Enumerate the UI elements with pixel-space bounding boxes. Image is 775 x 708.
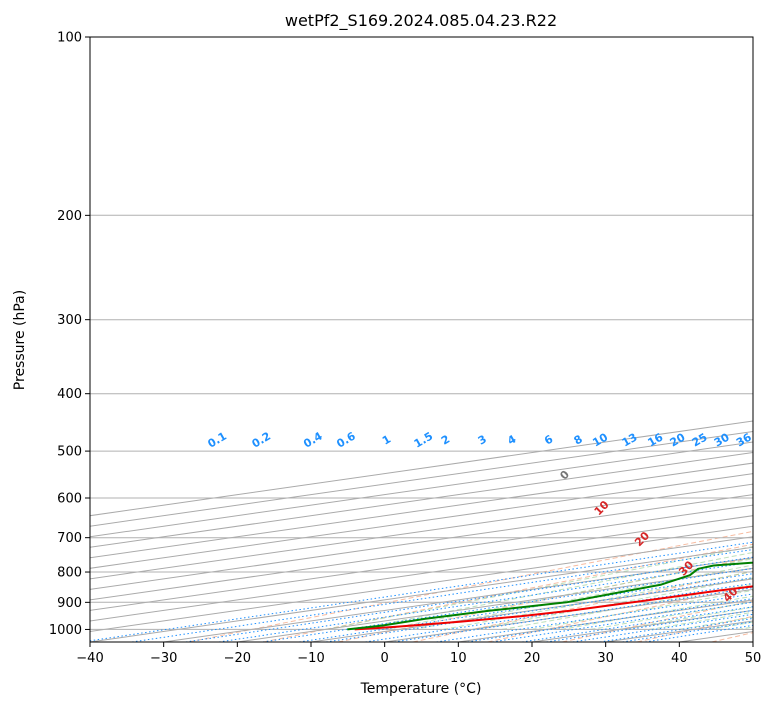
isotherms xyxy=(90,420,753,642)
isotherm xyxy=(90,430,753,527)
isotherm xyxy=(163,557,753,642)
dry-adiabat xyxy=(338,557,753,642)
plot-frame xyxy=(89,36,754,643)
isotherm xyxy=(90,483,753,580)
isotherm xyxy=(90,504,753,601)
mixing-ratio-label: 3 xyxy=(476,433,489,448)
moist-adiabat xyxy=(413,564,753,630)
isotherm xyxy=(90,452,753,548)
isotherm xyxy=(752,641,753,642)
mixing-ratio-label: 36 xyxy=(734,430,754,449)
dry-adiabat xyxy=(188,530,753,642)
dry-adiabat xyxy=(711,632,753,642)
moist-adiabat xyxy=(354,551,753,630)
moist-adiabat xyxy=(708,621,753,630)
mixing-ratio-line xyxy=(185,556,753,642)
dry-adiabat xyxy=(636,615,753,642)
x-tick-label: 10 xyxy=(450,651,467,666)
x-tick-label: 20 xyxy=(524,651,541,666)
mixing-ratio-label: 0.4 xyxy=(301,429,325,450)
y-tick-label: 500 xyxy=(57,445,82,460)
temperature-profile xyxy=(354,585,753,631)
mixing-ratio-label: 1.5 xyxy=(412,430,435,451)
dry-adiabat xyxy=(263,543,753,642)
isotherm xyxy=(90,462,753,559)
y-tick-label: 600 xyxy=(57,492,82,507)
mixing-ratio-label: 0.2 xyxy=(250,430,273,451)
isotherm xyxy=(90,536,753,632)
mixing-ratio-label: 0.1 xyxy=(205,430,228,451)
x-axis-label: Temperature (°C) xyxy=(360,681,482,697)
dry-adiabat-label: 20 xyxy=(632,529,652,549)
mixing-ratio-label: 1 xyxy=(380,433,393,448)
mixing-ratio-label: 2 xyxy=(439,433,452,448)
dry-adiabats xyxy=(188,530,753,642)
mixing-ratio-lines xyxy=(90,541,753,642)
y-axis-ticks: 100 200 300 400 500 600 700 800 900 1000 xyxy=(49,31,90,638)
y-tick-label: 400 xyxy=(57,387,82,402)
line-labels: -100-90-80-70-60-50-40-30-20-100.10.20.4… xyxy=(205,429,754,604)
mixing-ratio-line xyxy=(394,587,753,642)
moist-adiabat xyxy=(443,570,753,630)
moist-adiabat xyxy=(649,611,753,630)
mixing-ratio-label: 30 xyxy=(712,430,732,449)
y-tick-label: 700 xyxy=(57,531,82,546)
isotherm xyxy=(90,494,753,590)
x-tick-label: 30 xyxy=(597,651,614,666)
x-tick-label: −30 xyxy=(150,651,177,666)
mixing-ratio-line xyxy=(467,598,753,642)
x-tick-label: 40 xyxy=(671,651,688,666)
y-tick-label: 200 xyxy=(57,209,82,224)
y-axis-label: Pressure (hPa) xyxy=(12,290,28,390)
dry-adiabat xyxy=(487,585,753,642)
isotherm xyxy=(90,515,753,611)
profile-lines xyxy=(347,561,753,631)
y-tick-label: 1000 xyxy=(49,623,82,638)
mixing-ratio-label: 10 xyxy=(590,430,610,449)
mixing-ratio-label: 25 xyxy=(690,431,710,450)
moist-adiabat xyxy=(325,545,753,630)
isotherm xyxy=(90,441,753,538)
isotherm xyxy=(310,578,753,642)
isotherm xyxy=(90,525,753,622)
isotherm xyxy=(605,620,753,642)
dewpoint-profile xyxy=(347,561,753,631)
plot-area: -100-90-80-70-60-50-40-30-20-100.10.20.4… xyxy=(90,37,775,642)
mixing-ratio-label: 20 xyxy=(668,430,688,449)
x-tick-label: 50 xyxy=(745,651,762,666)
y-tick-label: 900 xyxy=(57,596,82,611)
moist-adiabat xyxy=(590,601,753,630)
x-tick-label: −40 xyxy=(76,651,103,666)
moist-adiabat xyxy=(531,589,753,630)
y-tick-label: 100 xyxy=(57,31,82,46)
moist-adiabat xyxy=(501,583,753,630)
x-tick-label: 0 xyxy=(381,651,389,666)
x-tick-label: −20 xyxy=(224,651,251,666)
mixing-ratio-label: 13 xyxy=(620,431,640,450)
isotherm xyxy=(90,420,753,517)
dry-adiabat xyxy=(412,570,753,642)
mixing-ratio-line xyxy=(365,582,753,642)
isotherm xyxy=(90,473,753,569)
y-tick-label: 300 xyxy=(57,313,82,328)
moist-adiabat xyxy=(737,626,753,630)
x-axis-ticks: −40 −30 −20 −10 0 10 20 30 40 50 xyxy=(76,642,761,666)
mixing-ratio-label: 4 xyxy=(505,432,518,447)
dry-adiabat-label: 30 xyxy=(676,558,696,578)
moist-adiabat xyxy=(767,37,775,629)
mixing-ratio-line xyxy=(90,541,753,642)
x-tick-label: −10 xyxy=(297,651,324,666)
pressure-gridlines xyxy=(90,37,753,630)
mixing-ratio-label: 6 xyxy=(542,432,555,447)
mixing-ratio-label: 0.6 xyxy=(334,429,358,450)
y-tick-label: 800 xyxy=(57,566,82,581)
dry-adiabat xyxy=(562,600,753,642)
mixing-ratio-line xyxy=(436,593,753,642)
chart-title: wetPf2_S169.2024.085.04.23.R22 xyxy=(285,11,557,31)
